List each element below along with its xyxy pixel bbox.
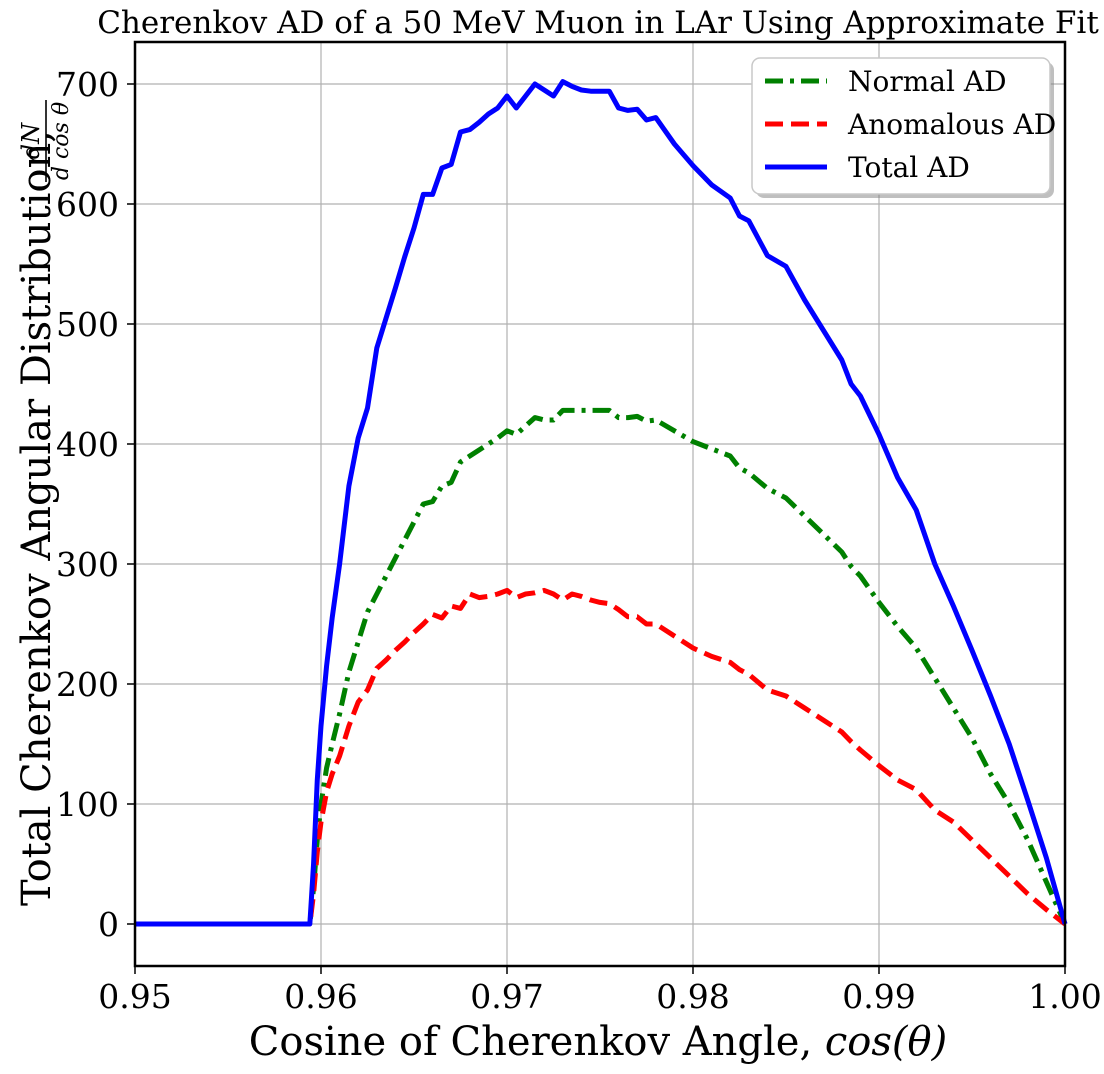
x-tick-label: 0.95 [98,977,171,1016]
legend-label: Anomalous AD [847,108,1056,141]
y-tick-label: 200 [56,665,119,704]
legend-label: Total AD [848,151,970,184]
x-axis-label-text: Cosine of Cherenkov Angle, [249,1019,825,1065]
grid [134,42,1066,966]
ticks: 0.95 0.96 0.97 0.98 0.99 1.00 0 100 200 300 400 500… [56,65,1102,1016]
y-axis-label: Total Cherenkov Angular Distribution, dN… [14,100,74,906]
plot-frame [133,40,1067,968]
y-tick-label: 100 [56,785,119,824]
x-axis-label-math: cos(θ) [825,1019,947,1065]
y-axis-label-fraction-numerator: dN [17,122,45,159]
legend: Normal AD Anomalous AD Total AD [751,57,1056,198]
y-tick-label: 700 [56,65,119,104]
x-tick-label: 1.00 [1028,977,1101,1016]
y-tick-label: 600 [56,185,119,224]
x-axis-label: Cosine of Cherenkov Angle, cos(θ) [249,1019,947,1065]
series-lines [135,79,1068,927]
legend-items: Normal AD Anomalous AD Total AD [765,65,1056,184]
x-tick-label: 0.99 [842,977,915,1016]
y-tick-label: 500 [56,305,119,344]
x-tick-label: 0.96 [284,977,357,1016]
x-tick-label: 0.98 [656,977,729,1016]
y-tick-label: 300 [56,545,119,584]
y-axis-label-fraction-denominator: d cos θ [49,102,74,180]
series-line-total-ad [135,79,1068,927]
y-tick-label: 400 [56,425,119,464]
chart-title: Cherenkov AD of a 50 MeV Muon in LAr Usi… [97,5,1099,41]
legend-label: Normal AD [848,65,1007,98]
legend-box [751,57,1051,195]
x-tick-label: 0.97 [470,977,543,1016]
series-line-anomalous-ad [135,587,1067,927]
y-axis-label-text: Total Cherenkov Angular Distribution, [14,130,60,906]
y-tick-label: 0 [98,905,119,944]
series-line-normal-ad [135,407,1068,927]
